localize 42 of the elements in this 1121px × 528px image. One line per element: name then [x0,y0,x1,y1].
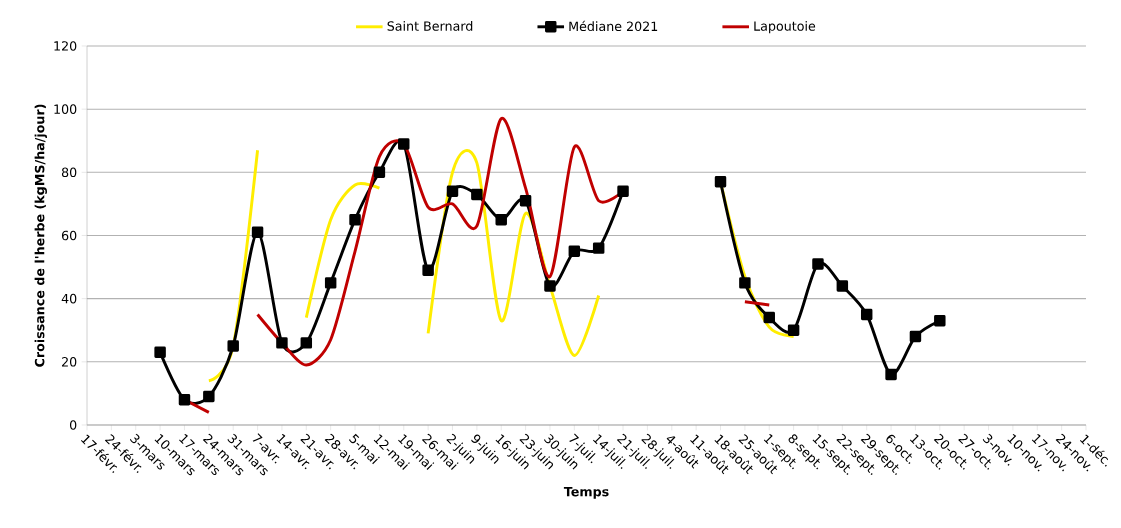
y-tick-label: 40 [61,293,77,304]
legend-label: Lapoutoie [754,21,816,34]
point [544,280,556,292]
y-tick-label: 100 [54,104,77,114]
point [471,188,483,201]
point [934,315,946,327]
y-tick-label: 60 [61,230,77,241]
legend-label: Médiane 2021 [569,20,658,32]
y-tick-label: 0 [69,420,77,430]
point [592,242,605,254]
point [203,390,215,403]
y-axis-title: Croissance de l'herbe (kgMS/ha/jour) [34,104,47,367]
point [446,185,459,198]
point [398,138,410,150]
point [154,346,166,359]
point [568,245,581,258]
point [251,226,264,239]
point [836,280,849,292]
point [349,213,361,226]
point [422,264,434,276]
point [812,258,824,270]
y-tick-label: 20 [61,357,77,367]
point [787,324,800,336]
point [909,330,922,343]
point [763,311,775,324]
point [860,308,873,321]
point [178,393,191,406]
point [324,277,337,289]
y-tick-label: 120 [54,41,77,51]
point [276,337,288,349]
x-axis-title: Temps [563,486,609,499]
y-tick-label: 80 [61,167,77,178]
point [739,277,751,289]
point [495,213,507,226]
point [714,176,727,188]
point [885,368,897,381]
point [617,185,629,198]
point [300,337,313,349]
point [227,340,239,352]
point [519,195,532,207]
point [373,166,386,179]
legend-label: Saint Bernard [387,21,473,31]
